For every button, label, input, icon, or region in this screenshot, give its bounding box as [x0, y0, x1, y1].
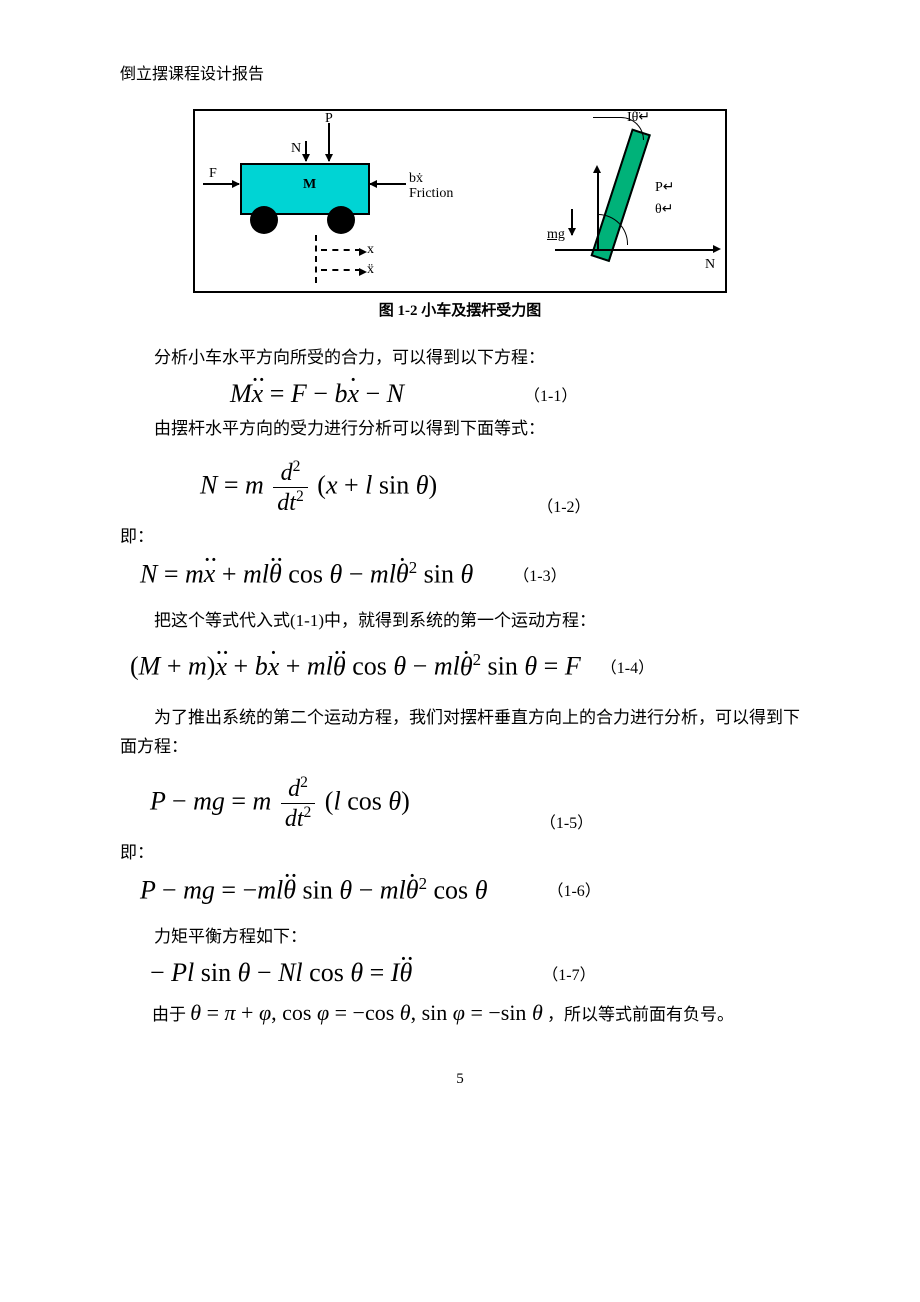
equation-1-4: (M + m)x + bx + mlθ cos θ − mlθ2 sin θ =… [120, 650, 800, 682]
arrow-friction [370, 183, 406, 185]
equation-1-7: − Pl sin θ − Nl cos θ = Iθ （1-7） [120, 958, 800, 988]
label-friction: bẋ Friction [409, 171, 453, 202]
cart-wheel [250, 206, 278, 234]
arrow-P [328, 123, 330, 161]
label-P2: P↵ [655, 179, 675, 196]
equation-1-5: P − mg = m d2dt2 (l cos θ) （1-5） [120, 774, 800, 833]
equation-1-1: Mx = F − bx − N （1-1） [120, 379, 800, 409]
arrow-F [203, 183, 239, 185]
page-number: 5 [120, 1071, 800, 1088]
eqnum: （1-4） [601, 654, 654, 678]
eqnum: （1-3） [513, 562, 566, 586]
label-F: F [209, 166, 217, 182]
equation-1-2: N = m d2dt2 (x + l sin θ) （1-2） [120, 458, 800, 517]
para-8: 由于 θ = π + φ, cos φ = −cos θ, sin φ = −s… [120, 994, 800, 1031]
para-5: 为了推出系统的第二个运动方程，我们对摆杆垂直方向上的合力进行分析，可以得到下面方… [120, 704, 800, 762]
page-header: 倒立摆课程设计报告 [120, 60, 800, 84]
label-theta: θ↵ [655, 201, 673, 218]
axis-N [555, 249, 715, 251]
arrow-xdd [321, 269, 361, 271]
para-6: 即： [120, 839, 800, 868]
arrow-mg [571, 209, 573, 235]
arrow-x [321, 249, 361, 251]
inline-eq: θ = π + φ, cos φ = −cos θ, sin φ = −sin … [190, 1000, 542, 1025]
figure-1-2: M P N F bẋ Friction x ẍ Iθ̈↵ P↵ θ↵ [193, 109, 727, 293]
figure-caption: 图 1-2 小车及摆杆受力图 [120, 299, 800, 320]
axis-N-head [713, 245, 721, 253]
axis-origin [315, 235, 317, 283]
label-M: M [303, 177, 316, 193]
cart-wheel [327, 206, 355, 234]
eqnum: （1-2） [537, 493, 590, 517]
eqnum: （1-7） [542, 961, 595, 985]
eqnum: （1-6） [547, 877, 600, 901]
para-1: 分析小车水平方向所受的合力，可以得到以下方程： [120, 344, 800, 373]
label-N2: N [705, 257, 715, 273]
para-8b: ，所以等式前面有负号。 [547, 1005, 734, 1024]
para-2: 由摆杆水平方向的受力进行分析可以得到下面等式： [120, 415, 800, 444]
para-7: 力矩平衡方程如下： [120, 923, 800, 952]
axis-P-head [593, 165, 601, 173]
para-8a: 由于 [152, 1005, 186, 1024]
eqnum: （1-1） [524, 382, 577, 406]
equation-1-6: P − mg = −mlθ sin θ − mlθ2 cos θ （1-6） [120, 874, 800, 906]
label-N: N [291, 141, 301, 157]
arrow-N [305, 141, 307, 161]
para-3: 即： [120, 523, 800, 552]
equation-1-3: N = mx + mlθ cos θ − mlθ2 sin θ （1-3） [120, 558, 800, 590]
page: 倒立摆课程设计报告 M P N F bẋ Friction x ẍ I [0, 0, 920, 1128]
label-mg: mg [547, 227, 565, 243]
para-4: 把这个等式代入式(1-1)中，就得到系统的第一个运动方程： [120, 607, 800, 636]
eqnum: （1-5） [540, 809, 593, 833]
label-xdd: ẍ [367, 262, 374, 278]
label-x: x [367, 242, 374, 258]
label-P: P [325, 111, 333, 127]
label-Itheta: Iθ̈↵ [627, 109, 650, 126]
